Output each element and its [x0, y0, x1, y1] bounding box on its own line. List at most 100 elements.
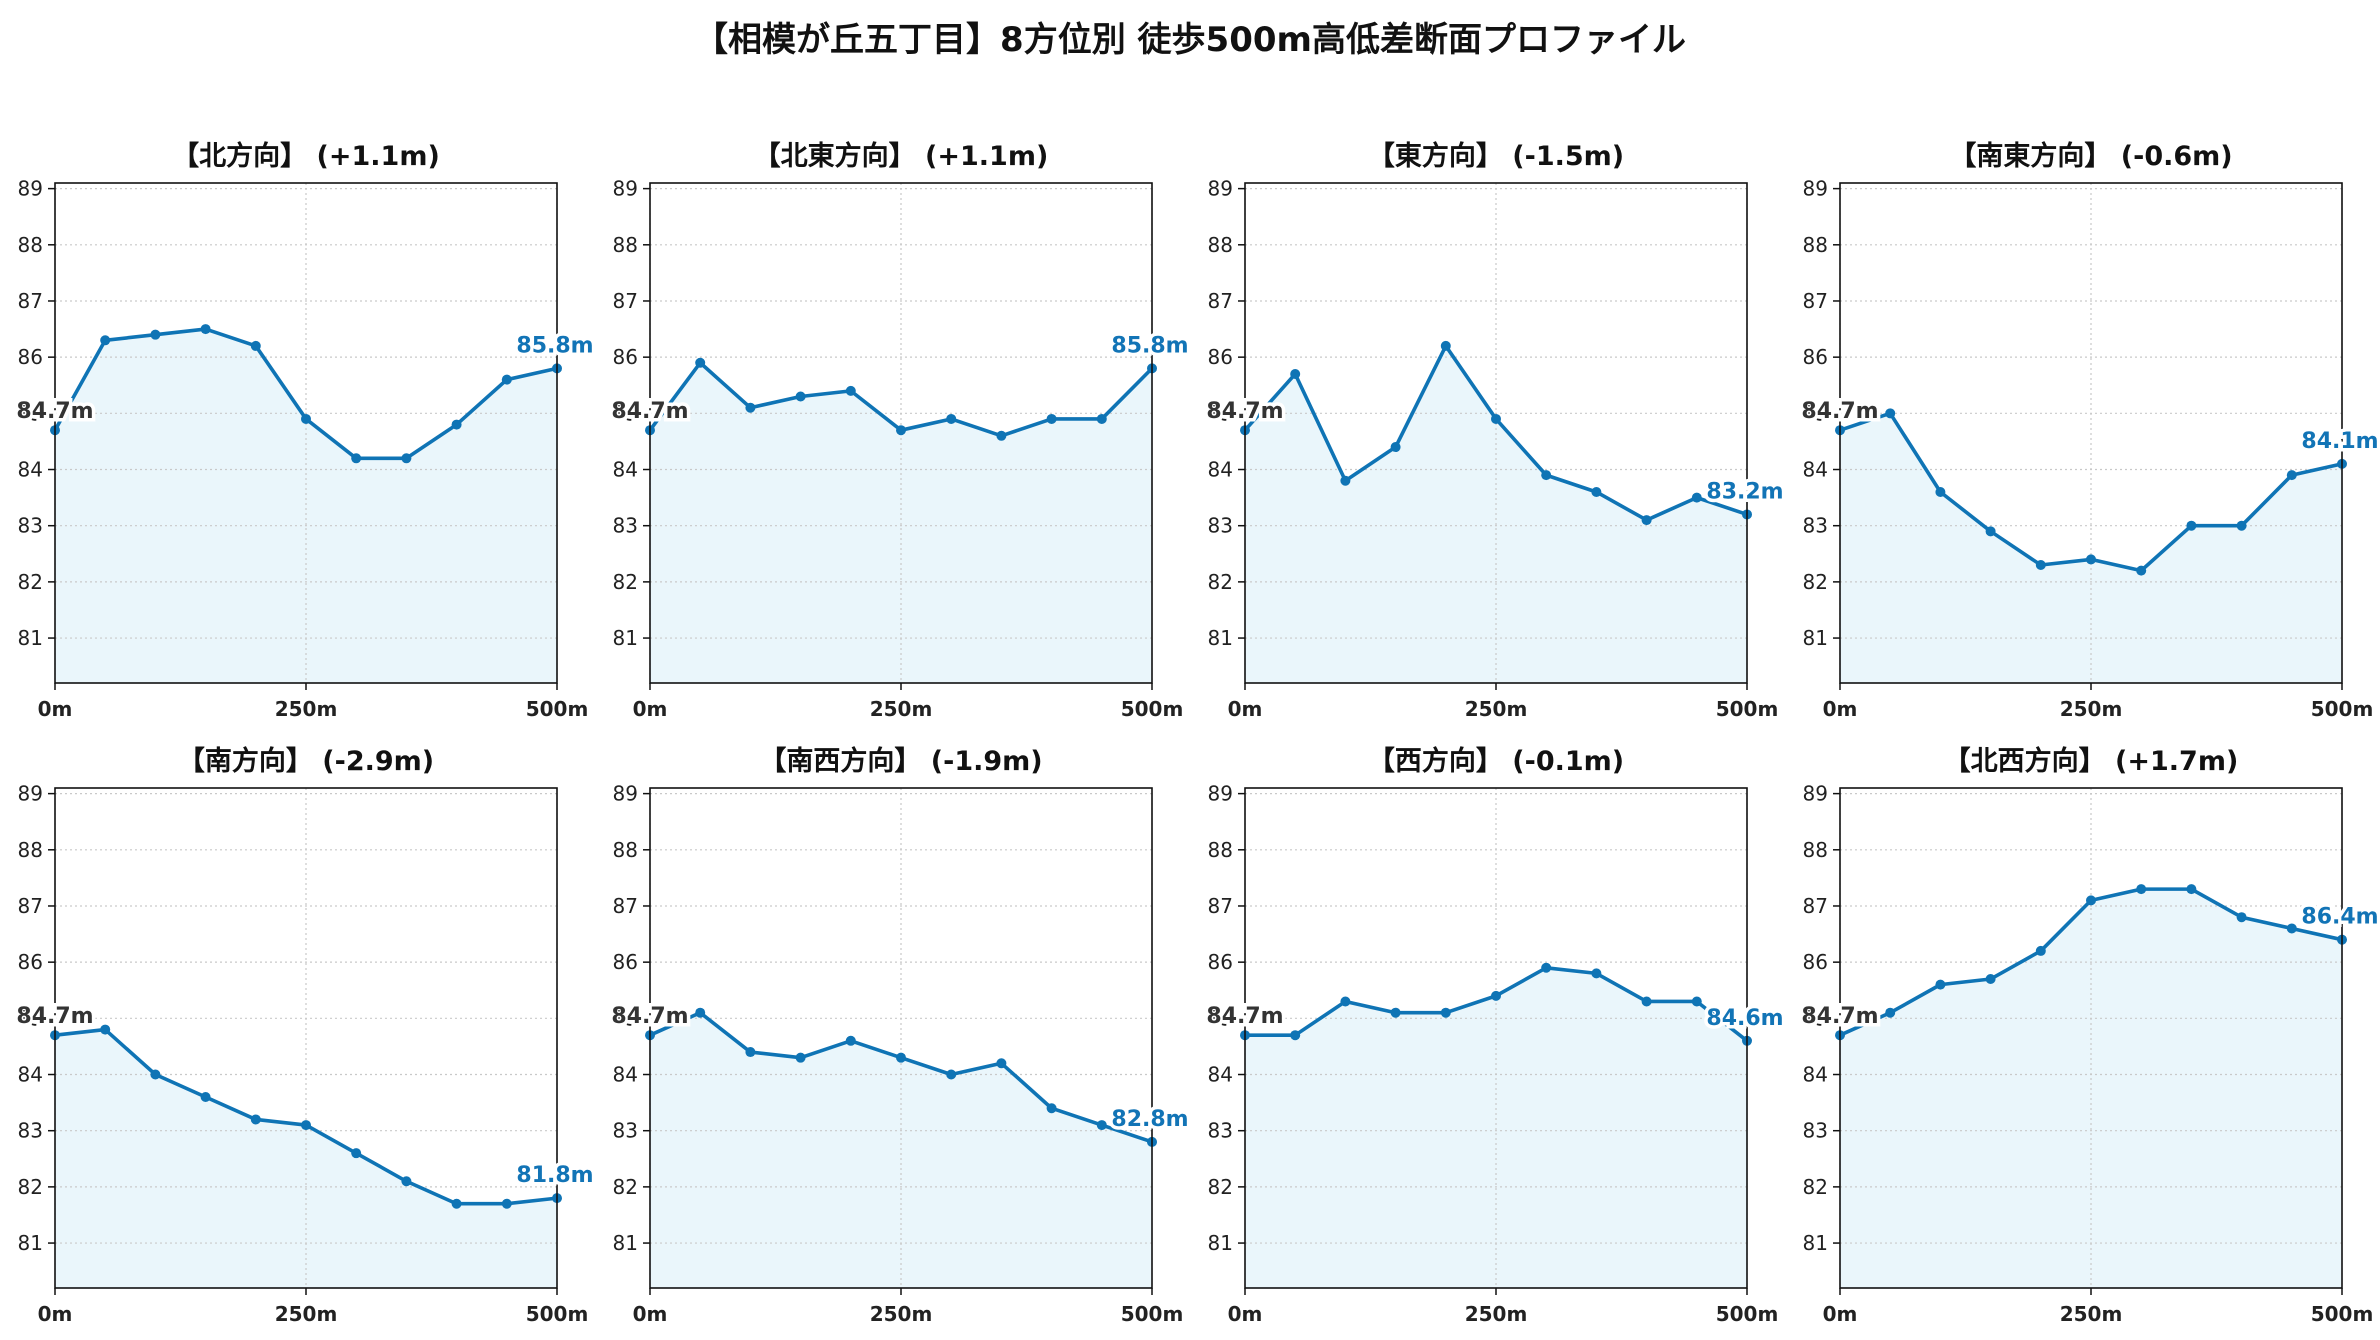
- start-value-label: 84.7m: [1801, 1004, 1878, 1029]
- x-tick-label: 0m: [633, 697, 668, 721]
- data-point: [200, 1091, 211, 1102]
- panel-title: 【西方向】 (-0.1m): [1368, 745, 1624, 777]
- start-value-label: 84.7m: [611, 1004, 688, 1029]
- y-tick-label: 81: [1803, 626, 1828, 650]
- data-point: [1885, 408, 1896, 419]
- y-tick-label: 88: [18, 233, 43, 257]
- data-point: [1591, 968, 1602, 979]
- data-point: [200, 324, 211, 335]
- y-tick-label: 83: [18, 514, 43, 538]
- data-point: [745, 402, 756, 413]
- y-tick-label: 84: [1208, 1063, 1233, 1087]
- y-tick-label: 86: [18, 950, 43, 974]
- y-tick-label: 88: [1803, 233, 1828, 257]
- y-tick-label: 86: [613, 950, 638, 974]
- y-tick-label: 81: [1208, 626, 1233, 650]
- x-tick-label: 0m: [633, 1302, 668, 1326]
- y-tick-label: 88: [18, 838, 43, 862]
- data-point: [401, 453, 412, 464]
- y-tick-label: 84: [1208, 458, 1233, 482]
- x-tick-label: 500m: [1716, 1302, 1779, 1326]
- end-value-label: 84.6m: [1706, 1006, 1783, 1031]
- x-tick-label: 500m: [526, 1302, 589, 1326]
- chart-panel-4: 【南方向】 (-2.9m) 81 82 83 84 85 86 87 88 89 0m 250m 500…: [13, 745, 597, 1326]
- chart-panel-6: 【西方向】 (-0.1m) 81 82 83 84 85 86 87 88 89 0m 250m 500…: [1203, 745, 1787, 1326]
- data-point: [946, 413, 957, 424]
- y-tick-label: 85: [1208, 1006, 1233, 1030]
- data-point: [1290, 1030, 1301, 1041]
- data-point: [1935, 486, 1946, 497]
- x-tick-label: 250m: [2060, 1302, 2123, 1326]
- chart-panel-1: 【北東方向】 (+1.1m) 81 82 83 84 85 86 87 88 89 0m 250m 50…: [608, 140, 1192, 721]
- x-tick-label: 250m: [1465, 697, 1528, 721]
- x-tick-label: 250m: [275, 697, 338, 721]
- data-point: [451, 1198, 462, 1209]
- end-value-label: 85.8m: [516, 333, 593, 358]
- data-point: [1340, 475, 1351, 486]
- panel-title: 【北西方向】 (+1.7m): [1944, 745, 2239, 777]
- y-tick-label: 88: [613, 233, 638, 257]
- y-tick-label: 89: [18, 782, 43, 806]
- data-point: [1985, 974, 1996, 985]
- y-tick-label: 84: [18, 458, 43, 482]
- y-tick-label: 83: [1208, 1119, 1233, 1143]
- data-point: [301, 1120, 311, 1131]
- x-tick-label: 0m: [1823, 697, 1858, 721]
- y-tick-label: 89: [1208, 177, 1233, 201]
- y-tick-label: 87: [18, 289, 43, 313]
- area-fill: [1245, 967, 1747, 1288]
- chart-panel-3: 【南東方向】 (-0.6m) 81 82 83 84 85 86 87 88 89 0m 250m 50…: [1798, 140, 2380, 721]
- data-point: [401, 1176, 412, 1187]
- y-tick-label: 86: [1208, 345, 1233, 369]
- data-point: [1491, 990, 1501, 1001]
- y-tick-label: 88: [1208, 233, 1233, 257]
- y-tick-label: 86: [613, 345, 638, 369]
- y-tick-label: 85: [1208, 401, 1233, 425]
- y-tick-label: 83: [1803, 514, 1828, 538]
- data-point: [996, 430, 1007, 441]
- y-tick-label: 85: [1803, 401, 1828, 425]
- y-tick-label: 87: [613, 289, 638, 313]
- area-fill: [1840, 413, 2342, 683]
- area-fill: [55, 329, 557, 683]
- y-tick-label: 85: [613, 1006, 638, 1030]
- start-value-label: 84.7m: [611, 399, 688, 424]
- x-tick-label: 0m: [38, 697, 73, 721]
- y-tick-label: 88: [1208, 838, 1233, 862]
- data-point: [2035, 945, 2046, 956]
- data-point: [2236, 912, 2247, 923]
- y-tick-label: 82: [18, 570, 43, 594]
- data-point: [1046, 1103, 1057, 1114]
- x-tick-label: 500m: [1716, 697, 1779, 721]
- y-tick-label: 82: [1803, 570, 1828, 594]
- y-tick-label: 85: [18, 1006, 43, 1030]
- y-tick-label: 83: [18, 1119, 43, 1143]
- start-value-label: 84.7m: [1206, 399, 1283, 424]
- y-tick-label: 81: [613, 626, 638, 650]
- y-tick-label: 83: [1803, 1119, 1828, 1143]
- y-tick-label: 85: [18, 401, 43, 425]
- data-point: [2086, 895, 2096, 906]
- start-value-label: 84.7m: [16, 1004, 93, 1029]
- data-point: [501, 374, 512, 385]
- page-title: 【相模が丘五丁目】8方位別 徒歩500m高低差断面プロファイル: [694, 20, 1686, 60]
- data-point: [2136, 884, 2147, 895]
- data-point: [1440, 340, 1451, 351]
- y-tick-label: 84: [18, 1063, 43, 1087]
- end-value-label: 81.8m: [516, 1163, 593, 1188]
- data-point: [1691, 492, 1702, 503]
- end-value-label: 85.8m: [1111, 333, 1188, 358]
- x-tick-label: 250m: [1465, 1302, 1528, 1326]
- data-point: [100, 335, 111, 346]
- data-point: [1591, 486, 1602, 497]
- x-tick-label: 250m: [2060, 697, 2123, 721]
- y-tick-label: 87: [1803, 289, 1828, 313]
- y-tick-label: 81: [1208, 1231, 1233, 1255]
- end-value-label: 84.1m: [2301, 429, 2378, 454]
- y-tick-label: 89: [613, 782, 638, 806]
- y-tick-label: 85: [613, 401, 638, 425]
- y-tick-label: 87: [1803, 894, 1828, 918]
- x-tick-label: 500m: [1121, 697, 1184, 721]
- y-tick-label: 88: [1803, 838, 1828, 862]
- y-tick-label: 86: [18, 345, 43, 369]
